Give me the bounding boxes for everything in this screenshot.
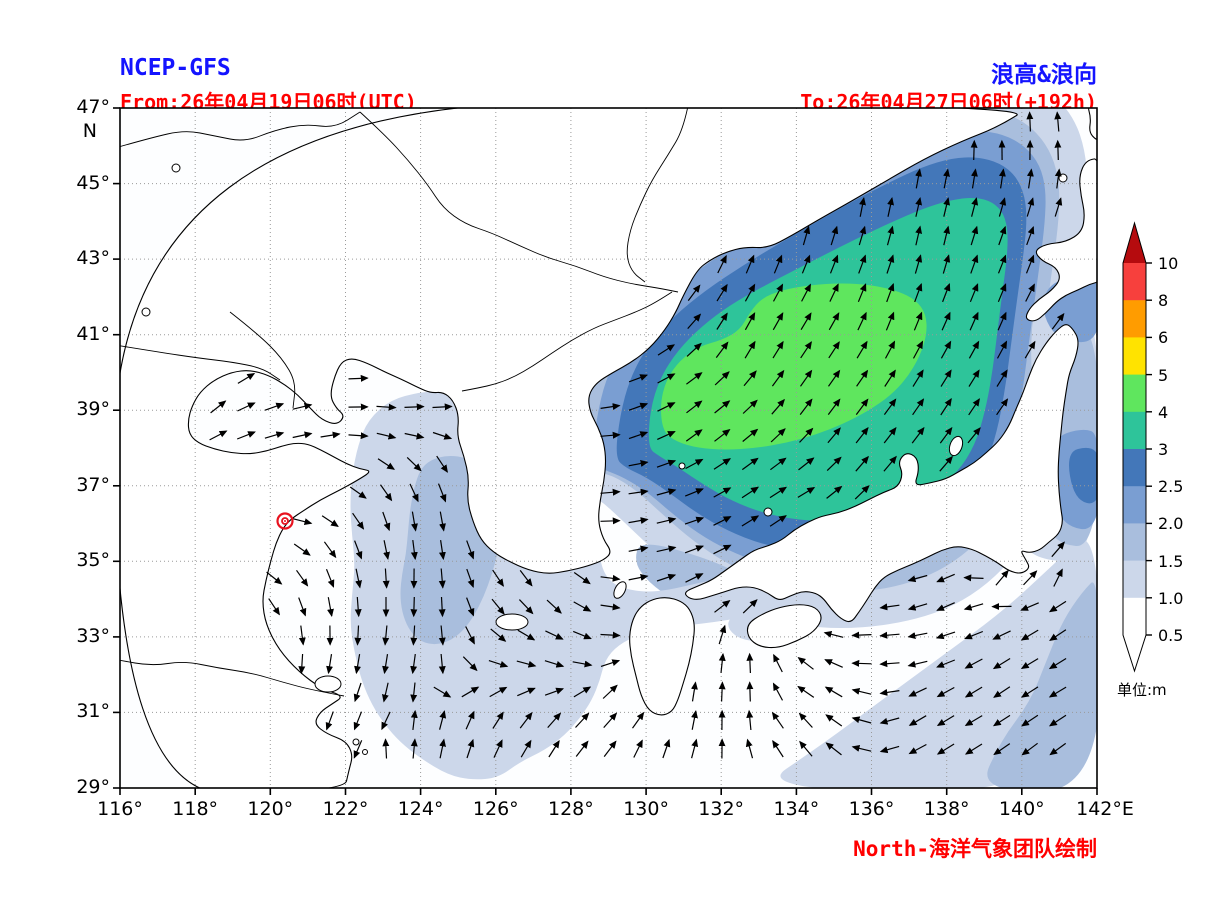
colorbar xyxy=(1122,221,1152,673)
land-fill xyxy=(120,108,1097,788)
country-borders xyxy=(120,108,689,697)
location-marker xyxy=(276,512,294,530)
plot-frame xyxy=(113,107,1098,795)
coastlines xyxy=(120,108,1097,788)
plot-area xyxy=(120,108,1097,788)
wave-direction-arrows xyxy=(209,111,1067,759)
grid-lines xyxy=(120,108,1097,788)
